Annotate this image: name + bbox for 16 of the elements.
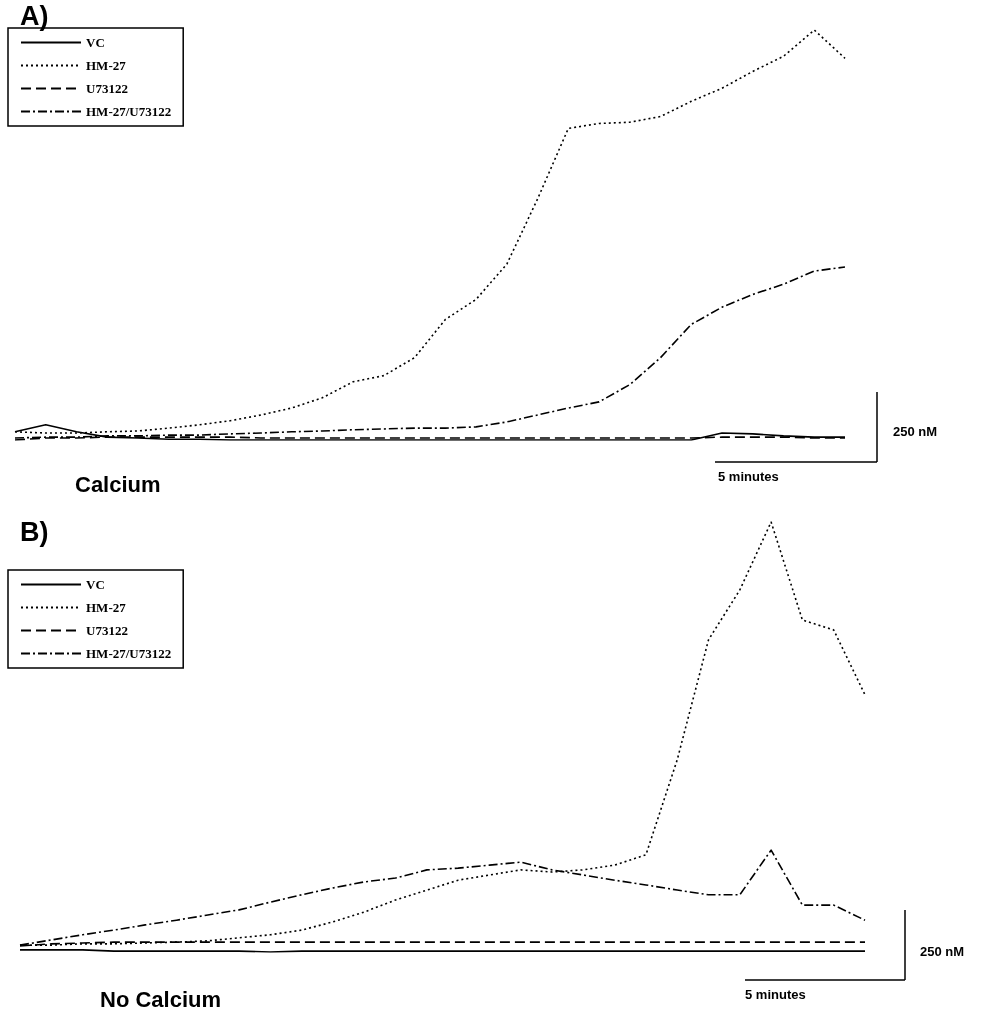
text: No Calcium bbox=[100, 986, 222, 1012]
text: 250 nM bbox=[893, 424, 938, 439]
legend-label: HM-27 bbox=[86, 600, 127, 615]
legend-label: VC bbox=[86, 35, 105, 50]
chart-title: B) bbox=[20, 516, 49, 547]
legend-label: U73122 bbox=[86, 81, 128, 96]
text: 5 minutes bbox=[718, 469, 779, 484]
chart-title: A) bbox=[20, 0, 49, 31]
text: 250 nM bbox=[920, 944, 965, 959]
legend-label: HM-27/U73122 bbox=[86, 104, 172, 119]
text: Calcium bbox=[75, 471, 161, 497]
legend-label: U73122 bbox=[86, 623, 128, 638]
legend-label: HM-27 bbox=[86, 58, 127, 73]
text: 5 minutes bbox=[745, 987, 806, 1002]
legend-label: VC bbox=[86, 577, 105, 592]
legend-label: HM-27/U73122 bbox=[86, 646, 172, 661]
